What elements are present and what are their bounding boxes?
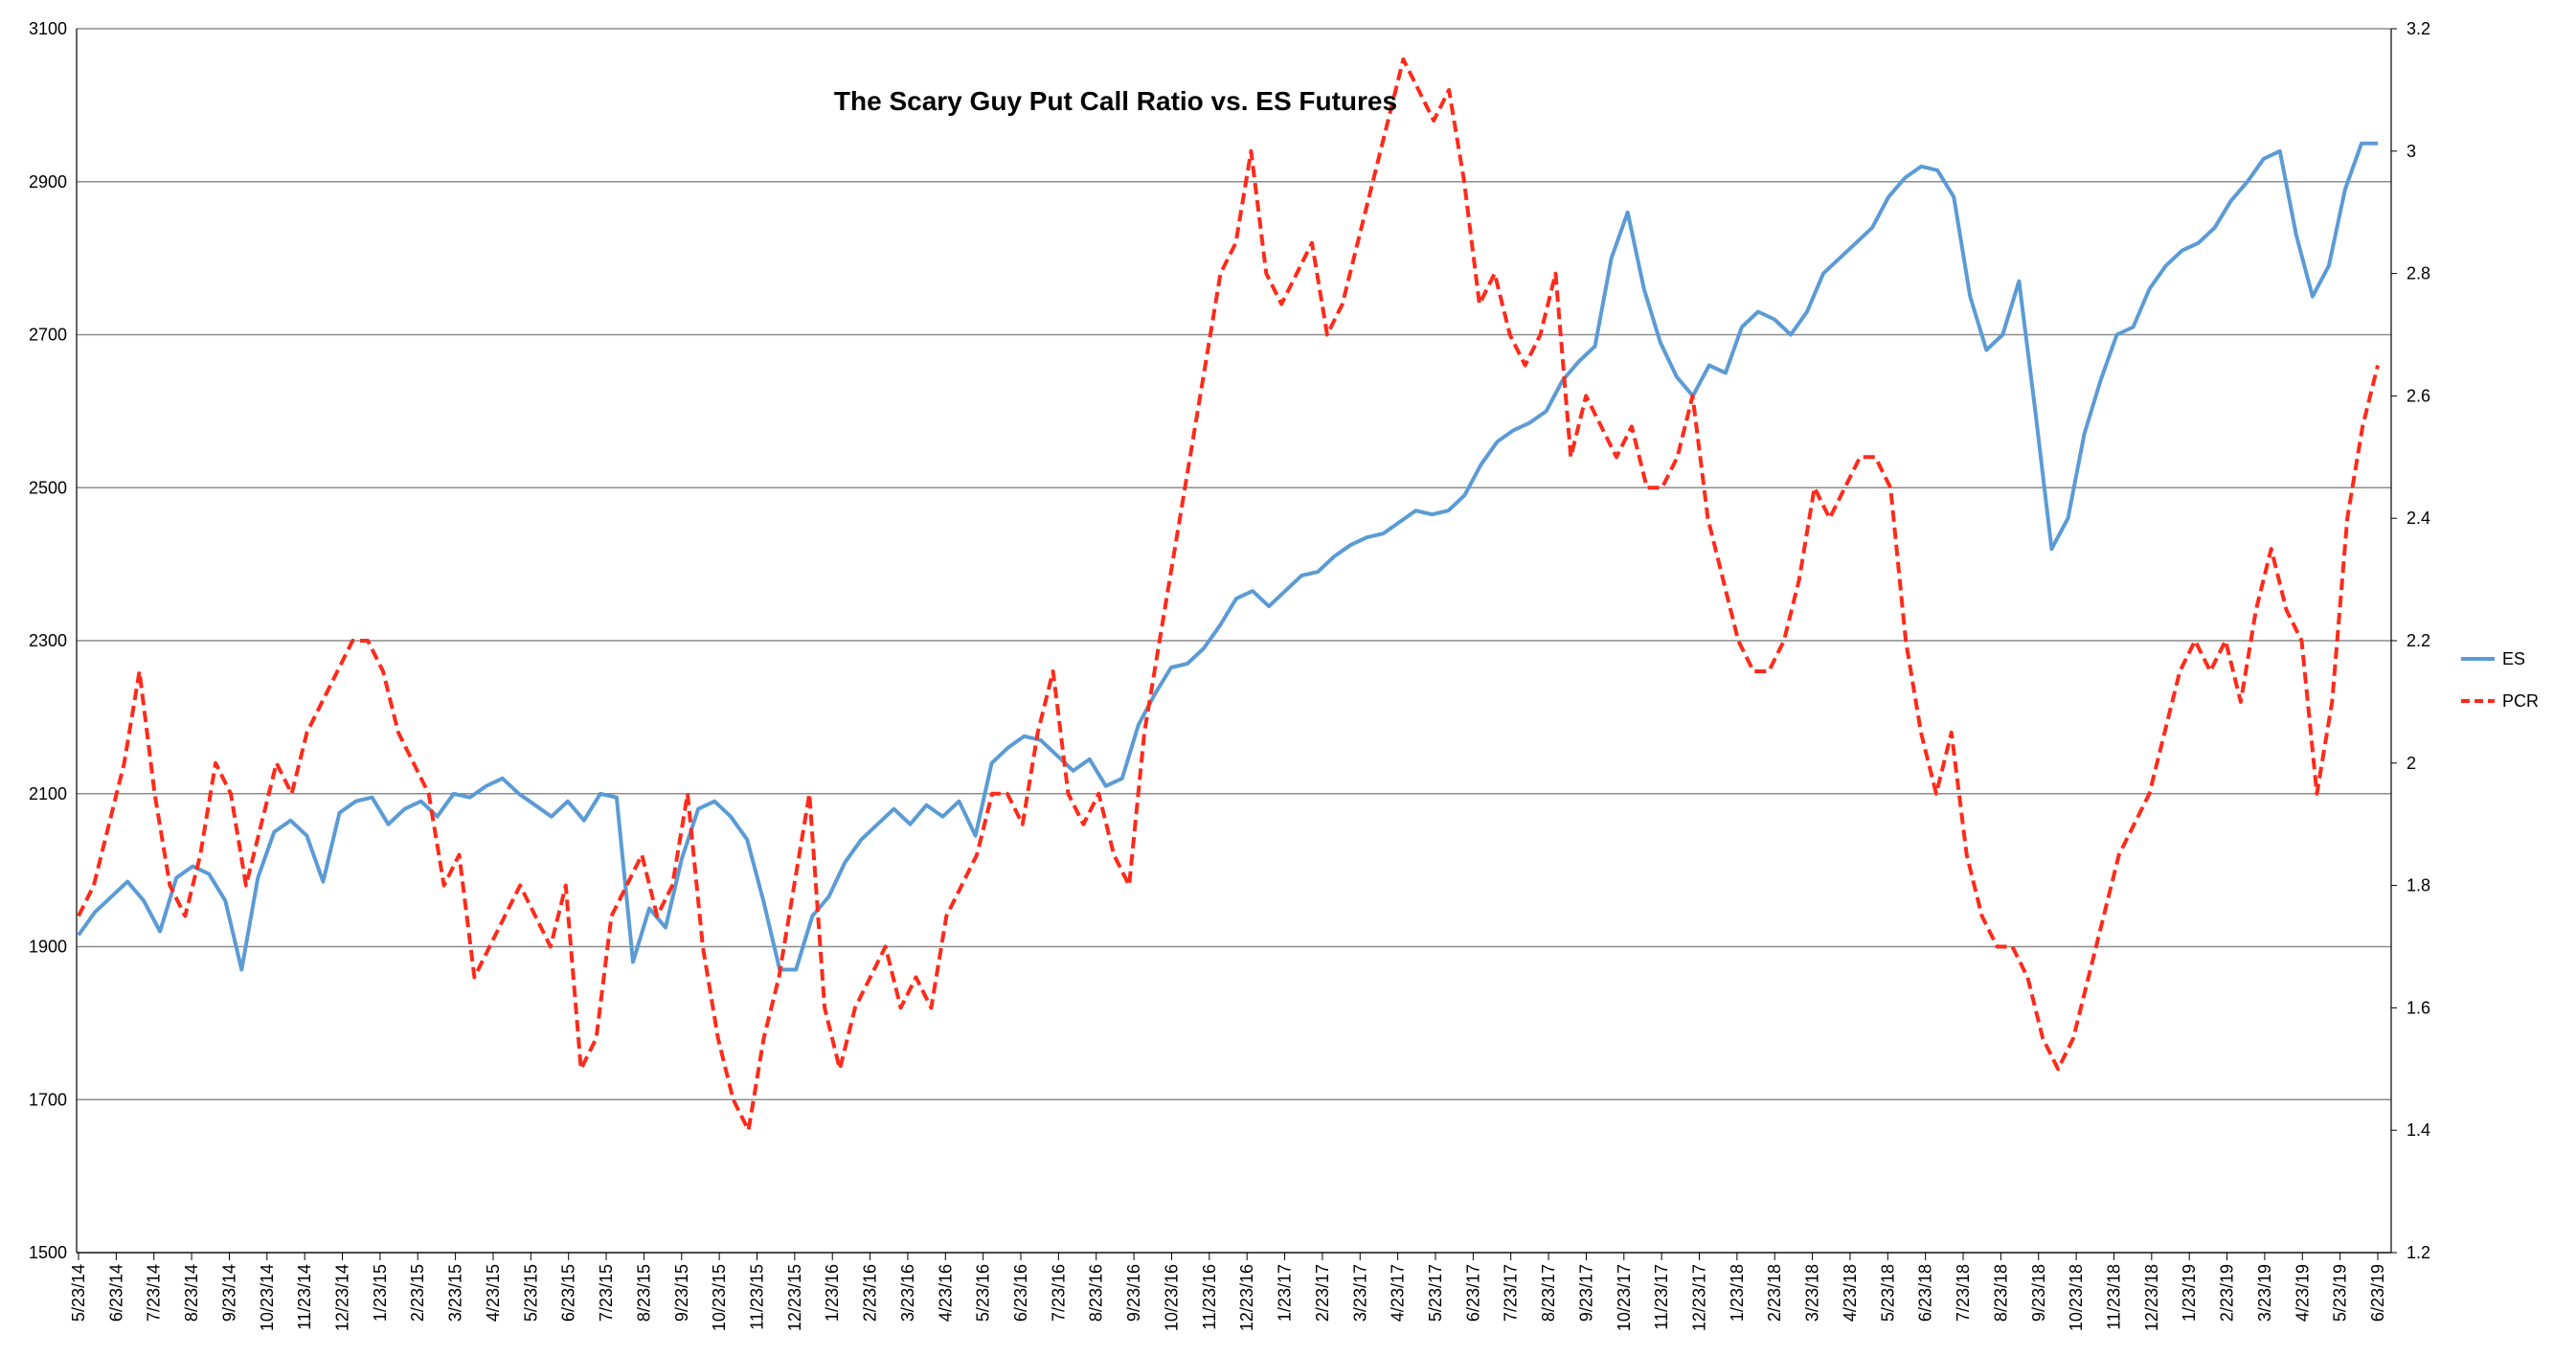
x-tick-label: 10/23/16 [1162,1264,1181,1331]
left-y-tick-label: 1900 [29,938,67,957]
x-tick-label: 3/23/15 [446,1264,465,1322]
x-tick-label: 9/23/17 [1576,1264,1595,1322]
chart-title: The Scary Guy Put Call Ratio vs. ES Futu… [834,86,1397,116]
x-tick-label: 7/23/16 [1049,1264,1068,1322]
x-tick-label: 9/23/14 [219,1264,238,1322]
x-tick-label: 11/23/17 [1652,1264,1671,1330]
x-tick-label: 8/23/16 [1087,1264,1106,1322]
x-tick-label: 11/23/15 [747,1264,766,1330]
x-tick-label: 5/23/18 [1878,1264,1897,1322]
x-tick-label: 1/23/19 [2180,1264,2199,1322]
x-tick-label: 6/23/15 [559,1264,578,1322]
x-tick-label: 7/23/17 [1502,1264,1521,1322]
x-tick-label: 3/23/19 [2255,1264,2274,1322]
x-tick-label: 1/23/18 [1728,1264,1747,1322]
series-line-es [77,141,2378,972]
x-tick-label: 4/23/15 [484,1264,503,1322]
x-tick-label: 12/23/14 [333,1264,352,1331]
x-tick-label: 8/23/15 [634,1264,653,1322]
left-y-tick-label: 3100 [29,19,67,38]
series-line-pcr [77,57,2380,1133]
right-y-tick-label: 2.8 [2407,264,2430,283]
left-y-tick-label: 2300 [29,631,67,650]
x-tick-label: 2/23/15 [408,1264,427,1322]
x-tick-label: 3/23/16 [898,1264,917,1322]
right-y-tick-label: 2 [2407,754,2416,773]
x-tick-label: 5/23/15 [521,1264,540,1322]
x-tick-label: 5/23/16 [974,1264,993,1322]
x-tick-label: 1/23/15 [371,1264,390,1322]
x-tick-label: 12/23/16 [1237,1264,1256,1331]
right-y-tick-label: 1.6 [2407,998,2430,1017]
x-tick-label: 10/23/15 [710,1264,729,1331]
left-y-tick-label: 2500 [29,478,67,497]
right-y-axis: 1.2 1.4 1.6 1.8 2 2.2 2.4 2.6 2.8 3 3.2 [2391,19,2430,1262]
right-y-tick-label: 2.4 [2407,509,2430,528]
right-y-tick-label: 1.4 [2407,1120,2430,1140]
legend-label-pcr: PCR [2502,691,2539,711]
right-y-tick-label: 2.6 [2407,386,2430,405]
x-tick-label: 4/23/17 [1389,1264,1408,1322]
x-tick-label: 4/23/19 [2293,1264,2312,1322]
gridlines [77,28,2391,1254]
x-tick-label: 10/23/14 [258,1264,277,1331]
right-y-tick-label: 3.2 [2407,19,2430,38]
x-tick-label: 9/23/18 [2029,1264,2048,1322]
x-tick-label: 2/23/19 [2218,1264,2237,1322]
right-y-tick-label: 2.2 [2407,631,2430,650]
x-tick-label: 5/23/17 [1426,1264,1445,1322]
legend: ES PCR [2461,649,2539,711]
left-y-tick-label: 1700 [29,1090,67,1109]
x-tick-label: 6/23/18 [1916,1264,1935,1322]
x-tick-label: 2/23/17 [1313,1264,1332,1322]
x-tick-label: 3/23/17 [1350,1264,1369,1322]
x-tick-label: 5/23/19 [2331,1264,2350,1322]
left-y-tick-label: 2100 [29,784,67,803]
x-tick-label: 8/23/17 [1539,1264,1558,1322]
x-tick-label: 1/23/16 [823,1264,842,1322]
x-tick-label: 6/23/16 [1011,1264,1030,1322]
right-y-tick-label: 3 [2407,142,2416,161]
x-tick-label: 2/23/16 [861,1264,880,1322]
right-y-tick-label: 1.8 [2407,876,2430,895]
x-tick-label: 8/23/18 [1991,1264,2010,1322]
legend-label-es: ES [2502,649,2525,668]
x-tick-label: 11/23/18 [2104,1264,2123,1330]
x-tick-label: 9/23/16 [1124,1264,1143,1322]
x-tick-label: 5/23/14 [69,1264,88,1322]
x-tick-label: 12/23/18 [2142,1264,2161,1331]
x-tick-label: 7/23/15 [597,1264,616,1322]
x-tick-label: 7/23/18 [1954,1264,1973,1322]
x-tick-label: 11/23/14 [295,1264,314,1330]
right-y-tick-label: 1.2 [2407,1243,2430,1262]
x-tick-label: 4/23/16 [936,1264,955,1322]
x-tick-label: 6/23/17 [1463,1264,1482,1322]
left-y-tick-label: 2900 [29,172,67,192]
left-y-axis: 1500 1700 1900 2100 2300 2500 2700 2900 3100 [29,19,67,1262]
x-tick-label: 10/23/18 [2067,1264,2086,1331]
x-axis: 5/23/14 6/23/14 7/23/14 8/23/14 9/23/14 10/23… [69,1253,2387,1331]
series-layer [77,57,2380,1133]
x-tick-label: 3/23/18 [1803,1264,1822,1322]
left-y-tick-label: 1500 [29,1243,67,1262]
x-tick-label: 9/23/15 [672,1264,691,1322]
x-tick-label: 7/23/14 [145,1264,164,1322]
x-tick-label: 12/23/15 [785,1264,804,1331]
x-tick-label: 11/23/16 [1200,1264,1219,1330]
x-tick-label: 6/23/14 [106,1264,125,1322]
x-tick-label: 1/23/17 [1276,1264,1295,1322]
x-tick-label: 8/23/14 [182,1264,201,1322]
x-tick-label: 10/23/17 [1615,1264,1634,1331]
x-tick-label: 4/23/18 [1841,1264,1860,1322]
left-y-tick-label: 2700 [29,326,67,345]
x-tick-label: 2/23/18 [1765,1264,1784,1322]
x-tick-label: 6/23/19 [2368,1264,2387,1322]
x-tick-label: 12/23/17 [1690,1264,1709,1331]
